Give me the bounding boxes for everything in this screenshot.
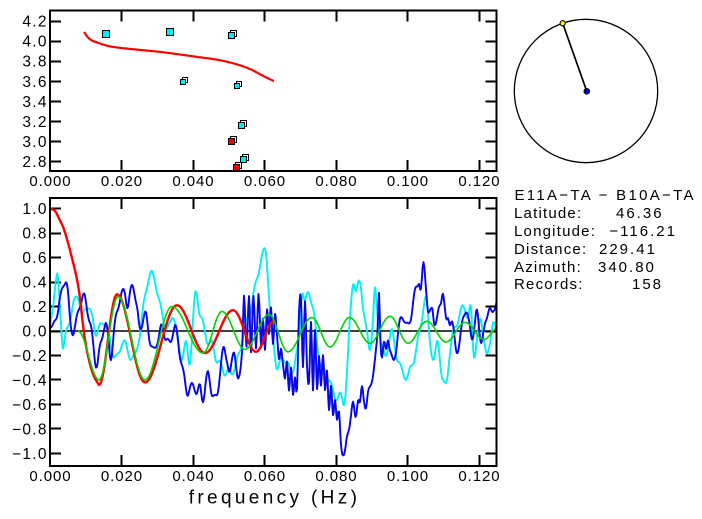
svg-text:1.0: 1.0 (22, 201, 47, 218)
svg-text:0.080: 0.080 (315, 173, 357, 190)
svg-text:0.6: 0.6 (22, 250, 47, 267)
svg-text:0.2: 0.2 (22, 299, 47, 316)
svg-text:3.2: 3.2 (22, 114, 47, 131)
svg-text:4.0: 4.0 (22, 34, 47, 51)
svg-text:0.4: 0.4 (22, 275, 47, 292)
svg-text:4.2: 4.2 (22, 14, 47, 31)
svg-text:Latitude:: Latitude: (514, 205, 582, 222)
svg-text:Records:: Records: (514, 276, 584, 293)
svg-text:0.100: 0.100 (387, 173, 429, 190)
svg-text:Distance:: Distance: (514, 241, 587, 258)
svg-text:2.8: 2.8 (22, 154, 47, 171)
svg-text:−0.6: −0.6 (12, 397, 48, 414)
svg-text:0.040: 0.040 (172, 173, 214, 190)
svg-text:0.120: 0.120 (458, 173, 500, 190)
svg-text:3.4: 3.4 (22, 94, 47, 111)
svg-text:0.100: 0.100 (387, 468, 429, 485)
svg-text:0.8: 0.8 (22, 226, 47, 243)
svg-text:frequency (Hz): frequency (Hz) (189, 487, 361, 508)
svg-text:E11A−TA − B10A−TA: E11A−TA − B10A−TA (515, 187, 696, 204)
svg-text:0.080: 0.080 (315, 468, 357, 485)
svg-text:−0.2: −0.2 (12, 348, 48, 365)
svg-text:0.020: 0.020 (101, 173, 143, 190)
svg-text:0.060: 0.060 (244, 468, 286, 485)
svg-text:3.8: 3.8 (22, 54, 47, 71)
svg-text:Azimuth:: Azimuth: (514, 259, 582, 276)
svg-text:3.0: 3.0 (22, 134, 47, 151)
svg-text:0.020: 0.020 (101, 468, 143, 485)
svg-text:0.000: 0.000 (29, 173, 71, 190)
svg-text:0.000: 0.000 (29, 468, 71, 485)
svg-text:0.120: 0.120 (458, 468, 500, 485)
svg-text:−116.21: −116.21 (609, 223, 677, 240)
svg-text:46.36: 46.36 (616, 205, 664, 222)
svg-text:−0.4: −0.4 (12, 373, 48, 390)
svg-text:3.6: 3.6 (22, 74, 47, 91)
svg-text:0.060: 0.060 (244, 173, 286, 190)
svg-text:0.0: 0.0 (22, 324, 47, 341)
svg-text:229.41: 229.41 (599, 241, 657, 258)
svg-text:158: 158 (632, 276, 663, 293)
svg-text:340.80: 340.80 (598, 259, 656, 276)
svg-text:0.040: 0.040 (172, 468, 214, 485)
svg-text:Longitude:: Longitude: (514, 223, 596, 240)
svg-text:−0.8: −0.8 (12, 422, 48, 439)
svg-text:−1.0: −1.0 (12, 446, 48, 463)
